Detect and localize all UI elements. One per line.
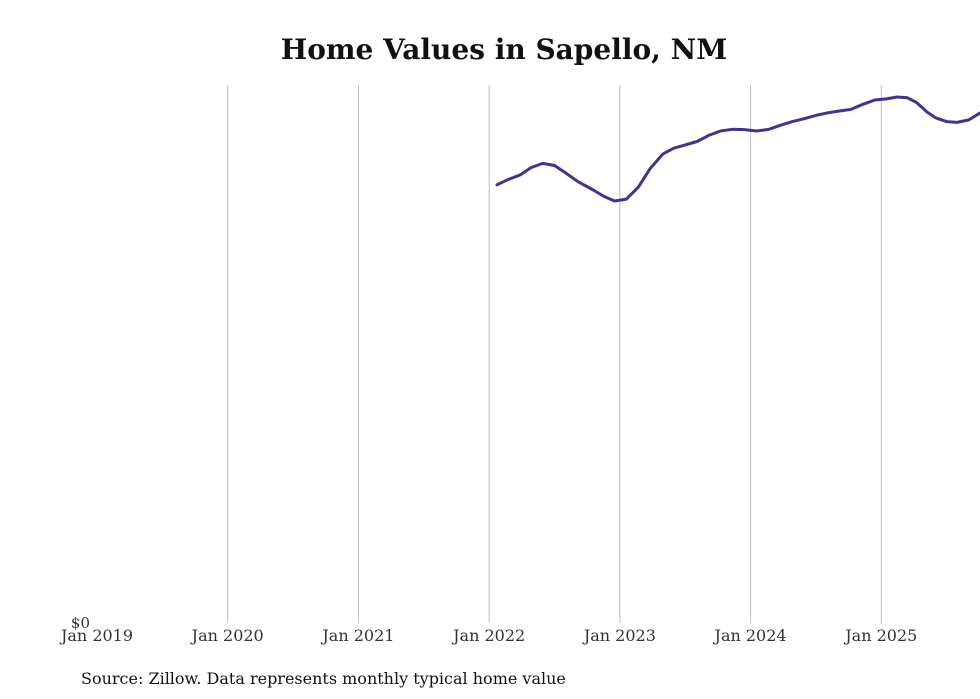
source-note: Source: Zillow. Data represents monthly … [81, 669, 566, 688]
x-tick-label-2022: Jan 2022 [451, 626, 525, 645]
x-tick-label-2024: Jan 2024 [713, 626, 787, 645]
series-line-0 [495, 95, 980, 203]
x-tick-label-2023: Jan 2023 [582, 626, 656, 645]
chart-title: Home Values in Sapello, NM [281, 33, 727, 66]
gridlines [227, 85, 882, 623]
x-tick-label-2021: Jan 2021 [320, 626, 394, 645]
x-tick-label-2025: Jan 2025 [843, 626, 917, 645]
labels-layer: Jan 2019 Jan 2020 Jan 2021 Jan 2022 Jan 2023… [59, 626, 917, 645]
series-layer [495, 95, 980, 203]
x-tick-label-2020: Jan 2020 [190, 626, 264, 645]
y-axis-min-label: $0 [71, 614, 90, 632]
x-tick-label-2019: Jan 2019 [59, 626, 133, 645]
